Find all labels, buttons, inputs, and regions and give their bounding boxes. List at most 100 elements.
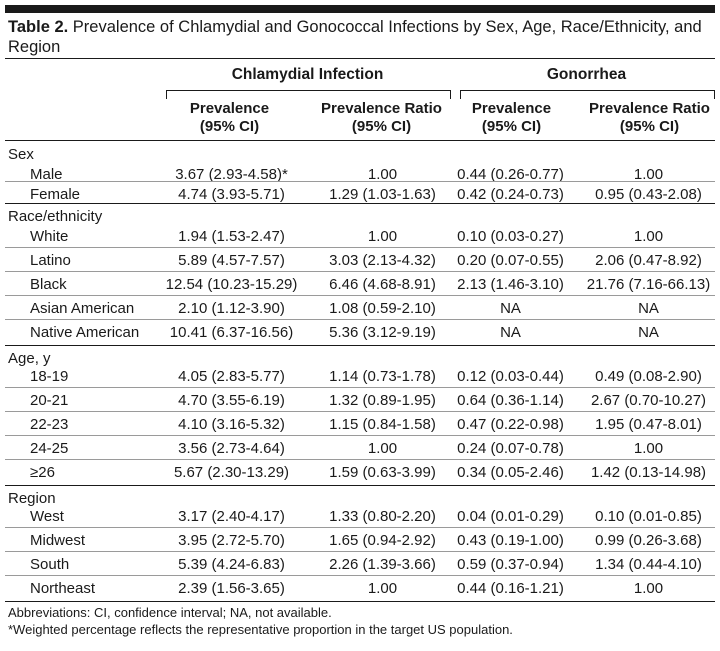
table-cell: 1.00	[367, 580, 398, 597]
header-bottom-rule	[5, 140, 715, 141]
row-label: ≥26	[30, 464, 55, 481]
column-header-line: Prevalence Ratio	[589, 100, 710, 117]
row-divider	[5, 575, 715, 576]
column-header-line: Prevalence	[471, 100, 552, 117]
table-cell: 4.05 (2.83-5.77)	[178, 368, 285, 385]
table-cell: 1.94 (1.53-2.47)	[178, 228, 285, 245]
table-cell: 0.04 (0.01-0.29)	[457, 508, 564, 525]
table-cell: 1.42 (0.13-14.98)	[590, 464, 707, 481]
table-cell: 0.59 (0.37-0.94)	[457, 556, 564, 573]
table-cell: 1.59 (0.63-3.99)	[329, 464, 436, 481]
table-cell: 1.00	[633, 166, 664, 183]
table-cell: 0.64 (0.36-1.14)	[457, 392, 564, 409]
row-label: South	[30, 556, 70, 573]
table-cell: 0.12 (0.03-0.44)	[457, 368, 564, 385]
row-label: Asian American	[30, 300, 135, 317]
table-cell: 1.00	[633, 228, 664, 245]
table-cell: 2.13 (1.46-3.10)	[457, 276, 564, 293]
table-cell: 3.95 (2.72-5.70)	[178, 532, 285, 549]
row-divider	[5, 387, 715, 388]
section-region: Region	[8, 490, 56, 507]
row-label: 20-21	[30, 392, 69, 409]
table-cell: 0.47 (0.22-0.98)	[457, 416, 564, 433]
table-cell: 1.15 (0.84-1.58)	[329, 416, 436, 433]
table-cell: 2.67 (0.70-10.27)	[590, 392, 707, 409]
table-cell: 0.34 (0.05-2.46)	[457, 464, 564, 481]
table-cell: NA	[638, 324, 659, 341]
row-divider	[5, 459, 715, 460]
table-cell: 1.14 (0.73-1.78)	[329, 368, 436, 385]
row-divider	[5, 181, 715, 182]
table-cell: 4.74 (3.93-5.71)	[178, 186, 285, 203]
table-cell: 0.43 (0.19-1.00)	[457, 532, 564, 549]
table-number: Table 2.	[8, 18, 69, 36]
table-cell: 10.41 (6.37-16.56)	[169, 324, 294, 341]
section-rule	[5, 345, 715, 346]
table-cell: 5.89 (4.57-7.57)	[178, 252, 285, 269]
row-label: Female	[30, 186, 81, 203]
table-cell: NA	[638, 300, 659, 317]
table-cell: 1.32 (0.89-1.95)	[329, 392, 436, 409]
row-label: 24-25	[30, 440, 69, 457]
table-cell: 0.95 (0.43-2.08)	[595, 186, 702, 203]
row-divider	[5, 247, 715, 248]
section-rule	[5, 203, 715, 204]
table-cell: 3.17 (2.40-4.17)	[178, 508, 285, 525]
table-cell: 6.46 (4.68-8.91)	[329, 276, 436, 293]
row-label: Latino	[30, 252, 71, 269]
table-cell: 0.24 (0.07-0.78)	[457, 440, 564, 457]
table-cell: NA	[500, 300, 521, 317]
table-cell: 1.00	[367, 166, 398, 183]
column-header-prevalence-gonorrhea: Prevalence (95% CI)	[440, 100, 583, 136]
table-top-bar	[5, 5, 715, 13]
row-divider	[5, 271, 715, 272]
table-cell: 2.39 (1.56-3.65)	[178, 580, 285, 597]
section-race-ethnicity: Race/ethnicity	[8, 208, 103, 225]
table-cell: 0.44 (0.26-0.77)	[457, 166, 564, 183]
section-sex: Sex	[8, 146, 34, 163]
table-cell: NA	[500, 324, 521, 341]
group-header-gonorrhea: Gonorrhea	[546, 66, 627, 83]
row-label: West	[30, 508, 64, 525]
row-label: Native American	[30, 324, 140, 341]
table-bottom-rule	[5, 601, 715, 602]
row-divider	[5, 527, 715, 528]
section-rule	[5, 485, 715, 486]
table-cell: 1.33 (0.80-2.20)	[329, 508, 436, 525]
table-cell: 1.29 (1.03-1.63)	[329, 186, 436, 203]
column-header-line: (95% CI)	[619, 118, 680, 135]
column-header-line: (95% CI)	[199, 118, 260, 135]
table-cell: 1.65 (0.94-2.92)	[329, 532, 436, 549]
table-cell: 2.06 (0.47-8.92)	[595, 252, 702, 269]
group-bracket-gonorrhea	[460, 90, 715, 99]
table-cell: 1.00	[367, 440, 398, 457]
table-cell: 21.76 (7.16-66.13)	[586, 276, 711, 293]
row-divider	[5, 551, 715, 552]
table-cell: 1.00	[633, 440, 664, 457]
row-label: 22-23	[30, 416, 69, 433]
footnote-abbreviations: Abbreviations: CI, confidence interval; …	[8, 605, 332, 620]
table-cell: 4.10 (3.16-5.32)	[178, 416, 285, 433]
table-cell: 1.00	[633, 580, 664, 597]
row-label: White	[30, 228, 69, 245]
section-age: Age, y	[8, 350, 51, 367]
table-cell: 3.03 (2.13-4.32)	[329, 252, 436, 269]
table-cell: 4.70 (3.55-6.19)	[178, 392, 285, 409]
table-cell: 0.20 (0.07-0.55)	[457, 252, 564, 269]
table-cell: 0.44 (0.16-1.21)	[457, 580, 564, 597]
table-cell: 1.95 (0.47-8.01)	[595, 416, 702, 433]
row-divider	[5, 411, 715, 412]
column-header-ratio-gonorrhea: Prevalence Ratio (95% CI)	[578, 100, 720, 136]
table-cell: 0.49 (0.08-2.90)	[595, 368, 702, 385]
table-cell: 2.10 (1.12-3.90)	[178, 300, 285, 317]
column-header-prevalence-chlamydia: Prevalence (95% CI)	[158, 100, 301, 136]
row-label: Midwest	[30, 532, 86, 549]
column-header-line: (95% CI)	[351, 118, 412, 135]
table-cell: 1.34 (0.44-4.10)	[595, 556, 702, 573]
group-bracket-chlamydia	[166, 90, 451, 99]
table-cell: 2.26 (1.39-3.66)	[329, 556, 436, 573]
group-header-chlamydia: Chlamydial Infection	[231, 66, 384, 83]
table-cell: 3.56 (2.73-4.64)	[178, 440, 285, 457]
row-divider	[5, 295, 715, 296]
table-cell: 1.00	[367, 228, 398, 245]
